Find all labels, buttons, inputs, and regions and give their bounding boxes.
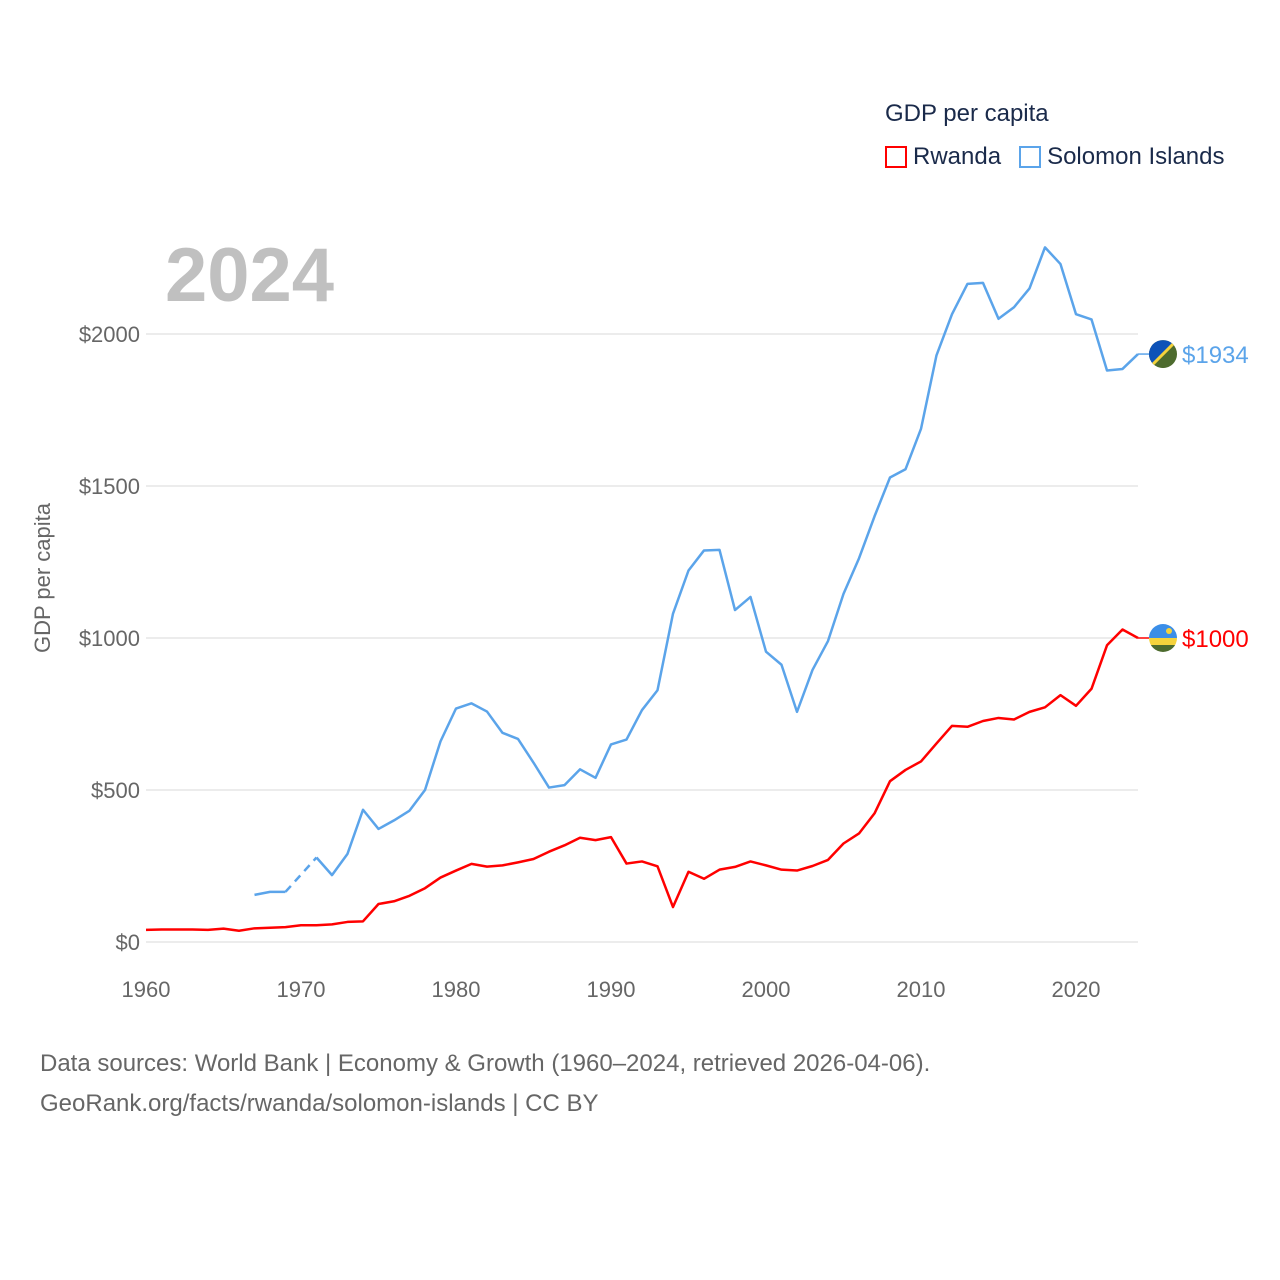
flag-sun xyxy=(1166,628,1172,634)
data-sources: Data sources: World Bank | Economy & Gro… xyxy=(40,1050,931,1077)
flag-stripe xyxy=(1149,624,1177,638)
legend-swatch-solomon-islands xyxy=(1019,146,1042,168)
flag-body xyxy=(1149,340,1177,369)
end-value-label: $1000 xyxy=(1182,626,1249,653)
y-tick-label: $1500 xyxy=(79,474,140,499)
x-tick-label: 1960 xyxy=(122,977,171,1002)
series-line-rwanda xyxy=(145,628,1139,933)
y-tick-label: $2000 xyxy=(79,322,140,347)
legend-label: Rwanda xyxy=(913,143,1002,170)
series-line-solomon-islands xyxy=(254,890,286,897)
legend-swatch-rwanda xyxy=(885,146,907,168)
rwanda-flag-icon xyxy=(1149,624,1177,652)
series-line-solomon-islands xyxy=(315,246,1139,877)
flag-stripe xyxy=(1149,645,1177,652)
y-tick-label: $1000 xyxy=(79,626,140,651)
x-tick-label: 1970 xyxy=(277,977,326,1002)
x-tick-label: 2010 xyxy=(897,977,946,1002)
legend-item-rwanda[interactable]: Rwanda xyxy=(885,143,1001,171)
y-tick-label: $500 xyxy=(91,778,140,803)
missing-data-connector xyxy=(284,856,318,893)
legend: Rwanda Solomon Islands xyxy=(885,143,1225,171)
x-tick-label: 2020 xyxy=(1052,977,1101,1002)
x-tick-label: 1990 xyxy=(587,977,636,1002)
flag-stripe xyxy=(1149,638,1177,645)
y-tick-label: $0 xyxy=(116,930,140,955)
legend-item-solomon-islands[interactable]: Solomon Islands xyxy=(1019,143,1225,171)
x-tick-label: 2000 xyxy=(742,977,791,1002)
x-tick-label: 1980 xyxy=(432,977,481,1002)
footer: Data sources: World Bank | Economy & Gro… xyxy=(40,1044,930,1124)
source-link[interactable]: GeoRank.org/facts/rwanda/solomon-islands… xyxy=(40,1090,599,1117)
legend-label: Solomon Islands xyxy=(1047,143,1225,170)
y-axis-label: GDP per capita xyxy=(30,502,55,653)
end-value-label: $1934 xyxy=(1182,342,1249,369)
year-label: 2024 xyxy=(165,233,335,318)
solomon-islands-flag-icon xyxy=(1149,340,1177,369)
flag-body xyxy=(1149,624,1177,652)
flag-stripe xyxy=(1149,340,1177,369)
legend-title: GDP per capita xyxy=(885,100,1049,127)
